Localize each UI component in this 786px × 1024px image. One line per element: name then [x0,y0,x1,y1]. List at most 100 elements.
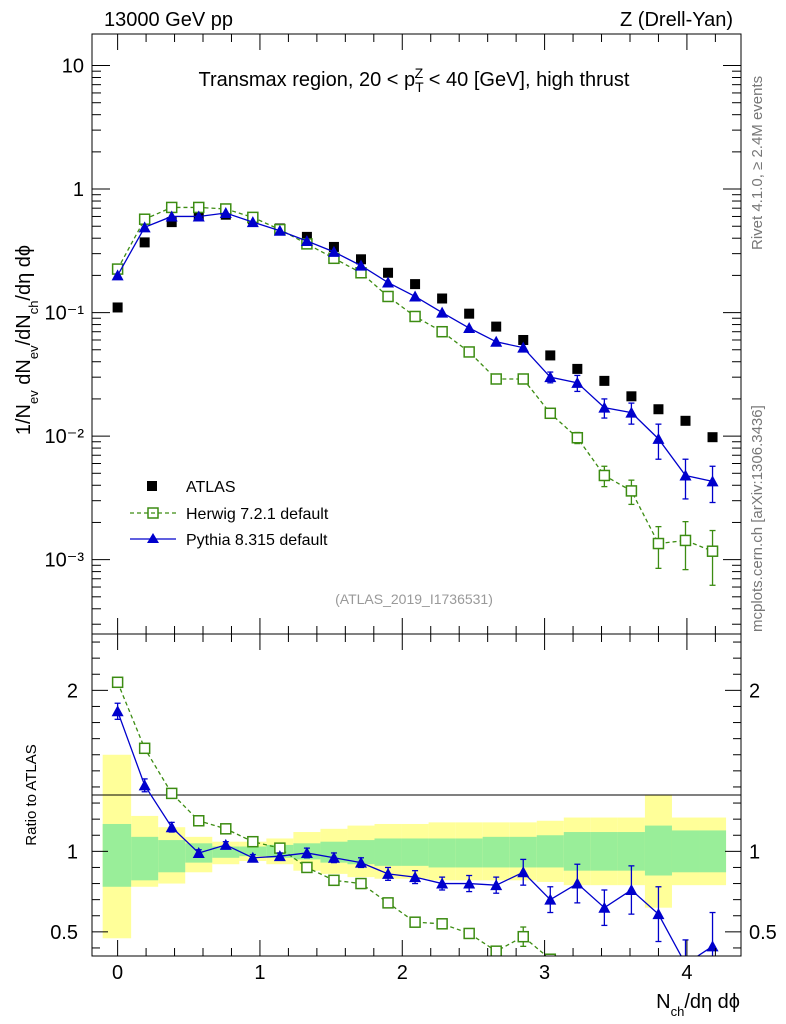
herwig-ratio-point [301,861,313,874]
herwig-ratio-point [599,980,609,990]
legend-pythia-marker [147,533,159,543]
pythia-ratio-point [165,821,178,833]
legend-atlas-label: ATLAS [186,479,236,496]
herwig-ratio-point [111,676,124,689]
ratio-green-band [644,825,672,876]
herwig-ratio-point [382,897,394,909]
herwig-line [117,206,713,552]
pythia-ratio-point [517,866,530,878]
atlas-point [572,363,583,374]
ratio-y-tick-label-right: 2 [749,680,760,702]
main-axes: 10 1 10⁻¹ 10⁻² 10⁻³ [45,34,741,634]
pythia-ratio-point [409,871,422,883]
x-tick-label: 1 [254,962,265,984]
pythia-point [706,475,719,487]
ratio-green-band [482,836,510,868]
atlas-point [599,375,610,386]
pythia-point [300,234,313,246]
herwig-ratio-point [165,787,178,800]
ratio-green-band [536,835,564,868]
herwig-ratio-point [247,835,259,848]
ratio-y-tick-label-right: 1 [749,841,760,863]
pythia-ratio-point [111,705,124,717]
herwig-point [571,431,584,444]
atlas-point [545,350,556,361]
x-tick-label: 4 [681,962,692,984]
pythia-ratio-point [138,779,151,791]
legend: ATLAS Herwig 7.2.1 default Pythia 8.315 … [130,479,329,549]
ratio-green-band [374,838,402,866]
main-panel: Transmax region, 20 < pTZ < 40 [GeV], hi… [13,33,742,635]
pythia-ratio-point [463,877,476,889]
legend-herwig-marker [147,507,159,519]
main-y-label: 1/Nev dNev/dNch/dη dϕ [13,245,41,435]
pythia-ratio-point [192,846,205,858]
herwig-ratio-point [355,877,367,890]
main-y-tick-label: 10⁻² [45,426,85,448]
pythia-ratio-point [382,867,395,879]
ratio-green-band [590,832,618,871]
ratio-y-tick-label: 1 [67,841,78,863]
legend-herwig-label: Herwig 7.2.1 default [186,506,329,523]
x-tick-label: 2 [397,962,408,984]
ratio-y-label: Ratio to ATLAS [23,744,40,845]
pythia-ratio-point [219,838,232,850]
title-text-2: < 40 [GeV], high thrust [423,69,630,91]
herwig-point [490,373,502,385]
analysis-watermark: (ATLAS_2019_I1736531) [335,591,493,607]
pythia-point [517,341,530,353]
atlas-point [383,267,394,278]
pythia-ratio-point [327,851,340,863]
ratio-green-band [158,840,186,873]
atlas-point [626,391,637,402]
ratio-axes: 2 2 1 1 0.5 0.5 0 1 2 3 4 [50,634,777,984]
pythia-ratio-point [354,856,367,868]
pythia-ratio-point [273,850,286,862]
main-data-layer [111,201,719,586]
herwig-ratio-point [626,980,636,990]
pythia-point [490,335,503,347]
ratio-green-band [401,838,429,866]
herwig-point [463,346,475,358]
pythia-point [679,469,692,481]
herwig-ratio-point [220,823,232,835]
pythia-point [327,245,340,257]
herwig-ratio-point [328,874,340,887]
ratio-y-tick-label: 2 [67,680,78,702]
atlas-point [139,237,150,248]
herwig-point [409,310,421,323]
title-text: Transmax region, 20 < p [199,69,416,91]
main-y-tick-label: 10 [62,56,84,78]
pythia-point [192,210,205,222]
ratio-data-layer [111,676,719,990]
atlas-point [518,334,529,345]
atlas-point [112,302,123,313]
legend-pythia-label: Pythia 8.315 default [186,532,328,549]
pythia-ratio-point [598,901,611,913]
herwig-ratio-point [572,964,582,974]
pythia-point [354,259,367,271]
pythia-point [463,322,476,334]
title-sub-t: T [415,79,424,95]
x-axis-label: Nch/dη dϕ [656,991,740,1019]
main-title: Transmax region, 20 < pTZ < 40 [GeV], hi… [199,65,630,95]
ratio-green-band [212,846,240,858]
pythia-point [598,401,611,413]
atlas-point [464,308,475,319]
header-right: Z (Drell-Yan) [620,9,733,31]
rivet-info: Rivet 4.1.0, ≥ 2.4M events [749,76,766,250]
herwig-ratio-point [517,930,529,943]
herwig-point [625,485,638,497]
pythia-ratio-point [300,846,313,858]
pythia-point [652,432,665,444]
herwig-ratio-point [409,916,421,928]
title-sup-z: Z [415,65,424,81]
ratio-y-tick-label-right: 0.5 [749,922,777,944]
herwig-point [706,545,719,557]
pythia-point [165,210,178,222]
herwig-ratio-point [436,918,448,930]
pythia-ratio-point [544,893,557,905]
pythia-line [117,212,713,483]
herwig-point [598,469,611,482]
ratio-frame [91,633,742,957]
